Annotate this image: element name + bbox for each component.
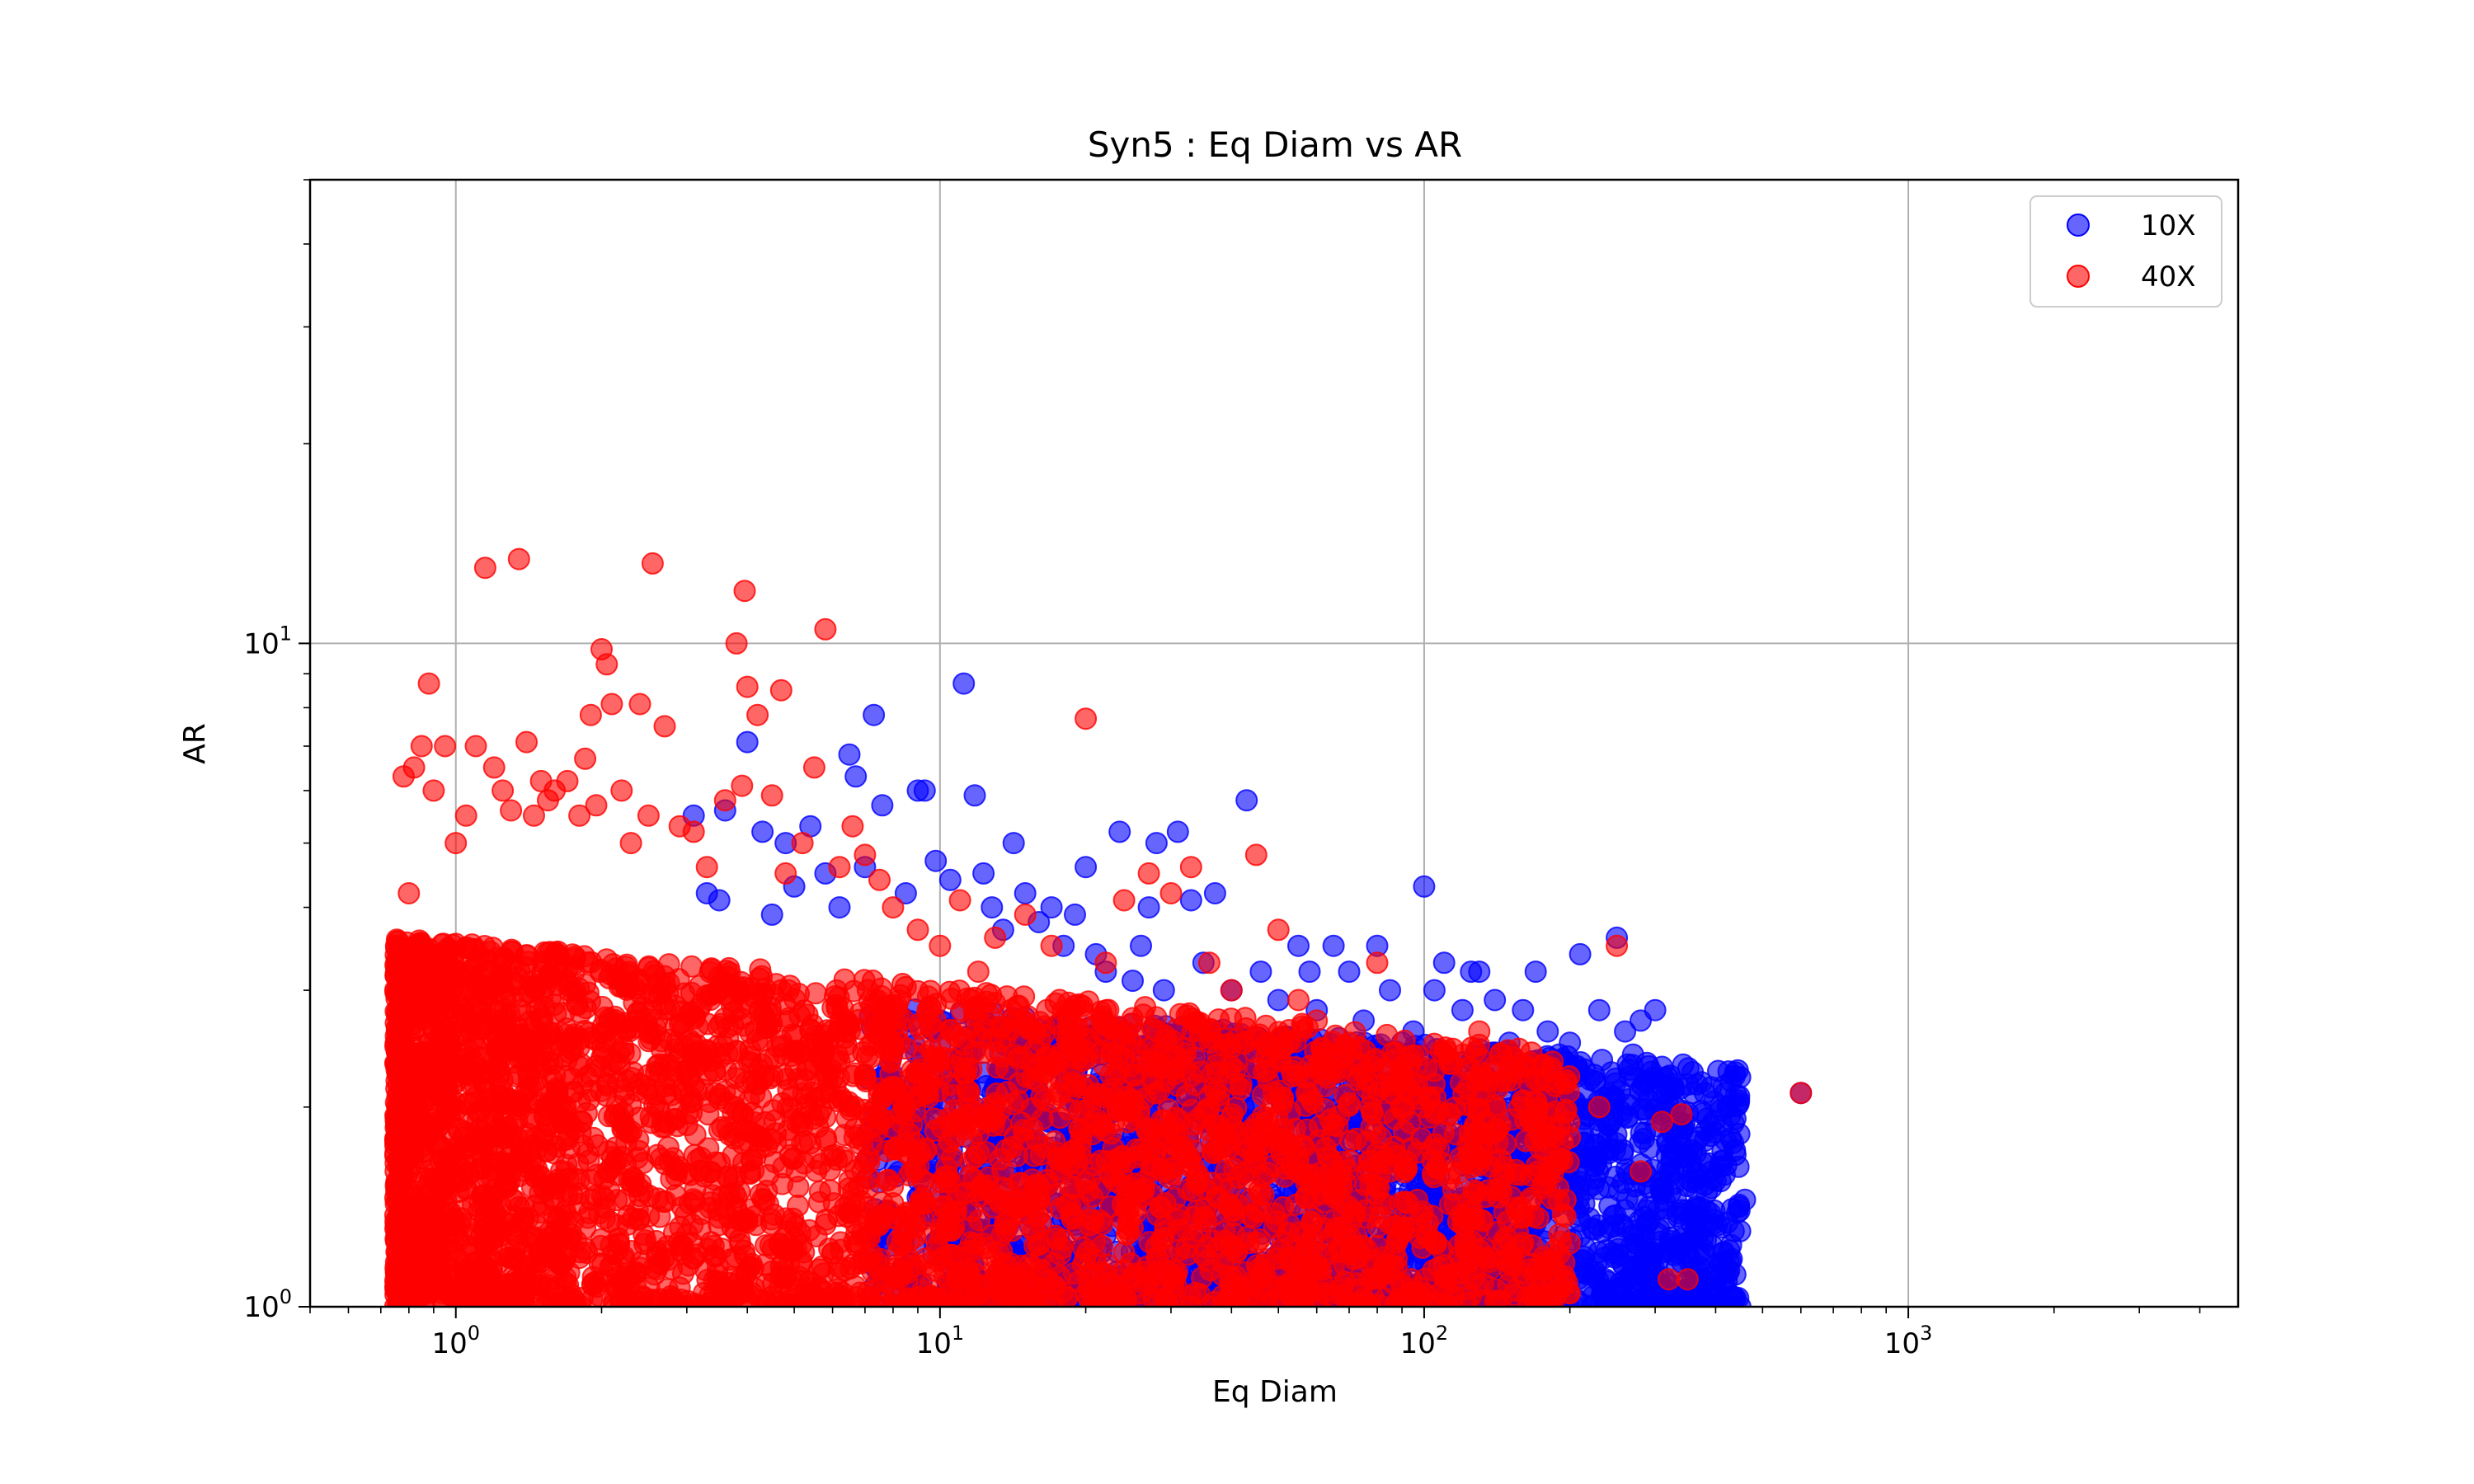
- point-10x: [1578, 1068, 1602, 1091]
- point-10x: [1203, 882, 1226, 904]
- point-10x: [1423, 979, 1446, 1002]
- point-10x: [1704, 1169, 1727, 1192]
- point-10x: [1137, 896, 1160, 919]
- point-10x: [1108, 820, 1131, 843]
- point-10x: [1130, 934, 1152, 957]
- point-10x: [1468, 960, 1491, 984]
- point-10x: [1536, 1020, 1559, 1043]
- point-10x: [981, 896, 1004, 919]
- point-10x: [1322, 934, 1345, 957]
- point-10x: [1587, 1241, 1611, 1264]
- point-10x: [863, 703, 886, 726]
- point-10x: [1684, 1168, 1707, 1191]
- point-10x: [1693, 1082, 1716, 1105]
- point-10x: [1179, 889, 1202, 912]
- chart-title: Syn5 : Eq Diam vs AR: [1088, 124, 1462, 165]
- point-10x: [1014, 882, 1037, 904]
- point-10x: [760, 903, 783, 926]
- point-10x: [751, 820, 774, 843]
- point-10x: [1002, 832, 1025, 855]
- point-10x: [1621, 1043, 1644, 1066]
- point-10x: [1597, 1270, 1620, 1294]
- point-10x: [1145, 832, 1168, 855]
- point-10x: [844, 765, 868, 788]
- point-10x: [1726, 1059, 1749, 1082]
- point-10x: [1609, 1080, 1632, 1103]
- point-10x: [1432, 951, 1456, 974]
- point-10x: [1267, 989, 1290, 1012]
- point-10x: [1724, 1139, 1747, 1162]
- point-10x: [1152, 979, 1175, 1002]
- point-10x: [1648, 1218, 1671, 1241]
- data-points: [383, 547, 1813, 1307]
- point-10x: [1235, 789, 1258, 812]
- point-10x: [736, 730, 759, 754]
- point-10x: [828, 896, 851, 919]
- point-10x: [838, 743, 861, 766]
- point-10x: [1040, 896, 1063, 919]
- point-10x: [1524, 960, 1547, 984]
- point-10x: [1635, 1199, 1658, 1222]
- point-10x: [1710, 1216, 1733, 1239]
- point-10x: [1287, 934, 1310, 957]
- point-10x: [1122, 970, 1144, 993]
- point-10x: [924, 849, 948, 872]
- point-10x: [1559, 1031, 1582, 1054]
- point-10x: [1637, 1087, 1660, 1111]
- point-10x: [1716, 1095, 1739, 1118]
- point-10x: [1575, 1177, 1598, 1200]
- point-10x: [1583, 1134, 1606, 1157]
- point-10x: [1650, 1055, 1673, 1078]
- point-10x: [1064, 903, 1086, 926]
- point-10x: [1672, 1053, 1695, 1076]
- point-10x: [1075, 856, 1098, 879]
- grid-lines: [310, 180, 2238, 1308]
- point-10x: [1712, 1241, 1735, 1264]
- point-10x: [1653, 1190, 1677, 1213]
- point-10x: [972, 862, 995, 885]
- point-10x: [708, 889, 731, 912]
- point-10x: [1625, 1233, 1649, 1256]
- point-10x: [1249, 960, 1272, 984]
- point-10x: [1166, 820, 1189, 843]
- point-10x: [1379, 979, 1401, 1002]
- point-10x: [1716, 1261, 1739, 1284]
- point-10x: [938, 868, 962, 891]
- point-10x: [1512, 998, 1535, 1021]
- point-10x: [1587, 998, 1611, 1021]
- point-10x: [1451, 998, 1474, 1021]
- point-10x: [1644, 998, 1667, 1021]
- point-10x: [1484, 989, 1507, 1012]
- point-10x: [1413, 875, 1436, 898]
- point-10x: [952, 672, 976, 695]
- point-10x: [1338, 960, 1361, 984]
- point-10x: [1693, 1242, 1716, 1266]
- point-10x: [913, 779, 936, 802]
- point-10x: [1729, 1219, 1752, 1242]
- point-10x: [963, 784, 986, 807]
- point-10x: [1660, 1145, 1683, 1168]
- point-10x: [871, 794, 894, 817]
- point-40x: [1001, 1092, 1024, 1115]
- point-10x: [1298, 960, 1321, 984]
- point-10x: [1611, 1104, 1634, 1127]
- point-10x: [1569, 942, 1592, 965]
- point-10x: [1733, 1188, 1757, 1211]
